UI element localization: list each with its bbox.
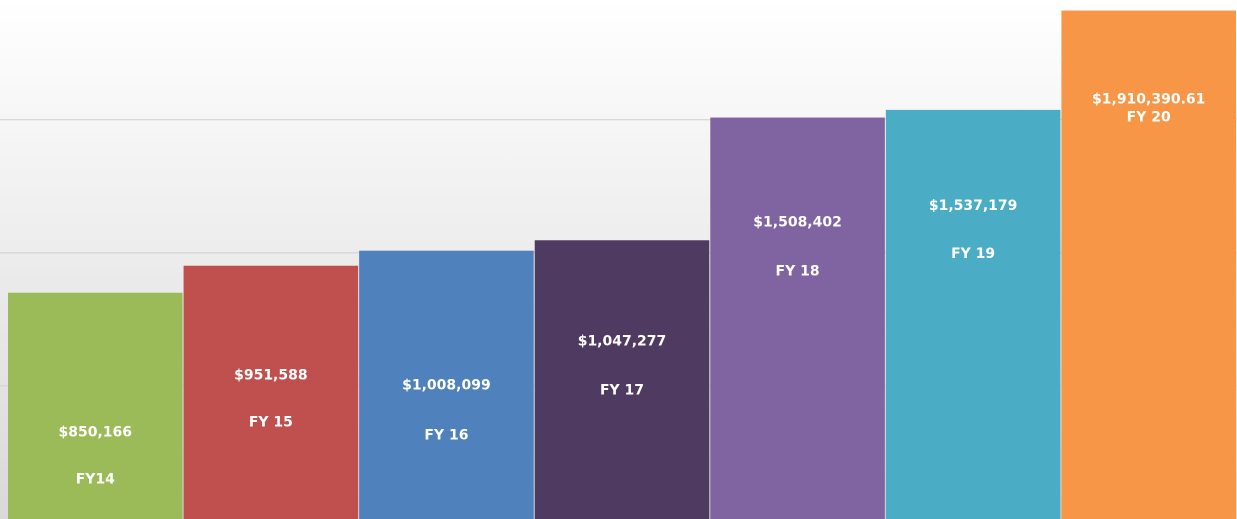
data-label: $1,910,390.61 [1092,92,1205,108]
bar [885,109,1061,519]
data-label: $1,537,179 [929,198,1018,214]
bar [359,250,534,519]
category-label: FY14 [76,472,115,488]
bar [8,292,183,519]
category-label: FY 16 [424,428,468,444]
category-label: FY 15 [249,415,293,431]
bar [534,240,710,519]
category-label: FY 17 [600,382,644,398]
data-label: $850,166 [59,425,133,441]
data-label: $1,508,402 [753,215,842,231]
data-label: $1,008,099 [402,378,491,394]
bar [183,265,359,519]
data-label: $1,047,277 [578,333,667,349]
category-label: FY 19 [951,246,995,262]
data-label: $951,588 [234,368,308,384]
category-label: FY 18 [776,264,820,280]
bar [1061,10,1236,519]
bar [710,117,885,519]
category-label: FY 20 [1127,110,1171,126]
